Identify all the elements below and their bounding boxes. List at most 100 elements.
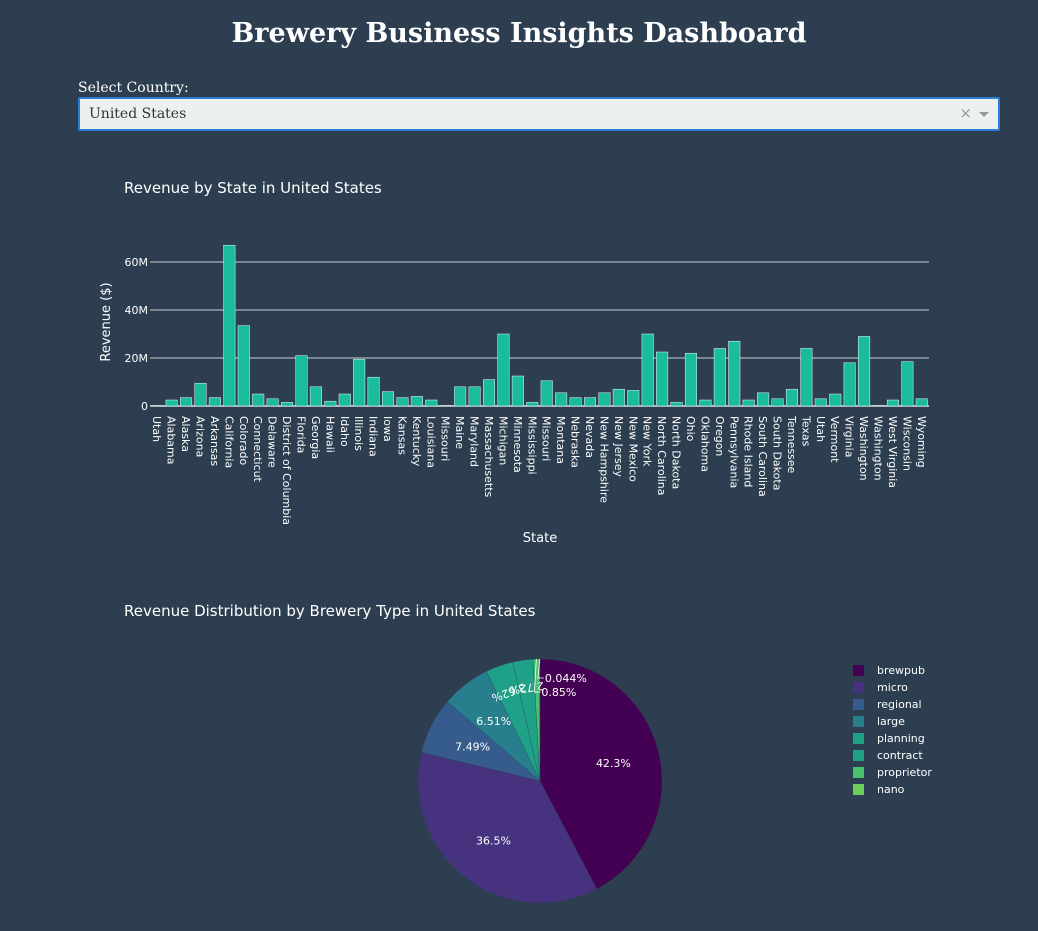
bar[interactable] (901, 361, 914, 407)
bar[interactable] (526, 402, 539, 407)
x-tick-label: Nevada (583, 416, 596, 458)
bar[interactable] (641, 333, 654, 407)
pie-slice[interactable] (417, 752, 598, 904)
bar[interactable] (800, 348, 813, 407)
bar[interactable] (555, 392, 568, 407)
bar[interactable] (309, 386, 322, 407)
legend-swatch[interactable] (853, 665, 864, 676)
x-tick-label: Alaska (179, 416, 192, 452)
clear-selection-icon[interactable]: × (959, 104, 972, 122)
bar[interactable] (208, 397, 221, 407)
bar[interactable] (194, 382, 207, 407)
x-tick-label: Pennsylvania (727, 416, 740, 488)
pie-chart-title: Revenue Distribution by Brewery Type in … (124, 602, 536, 620)
bar[interactable] (771, 398, 784, 407)
bar[interactable] (814, 398, 827, 407)
bar[interactable] (237, 325, 250, 407)
x-tick-label: Mississippi (525, 416, 538, 475)
x-tick-label: Arkansas (208, 416, 221, 466)
bar[interactable] (886, 399, 899, 407)
bar[interactable] (353, 358, 366, 407)
x-tick-label: New York (641, 416, 654, 467)
bar[interactable] (497, 333, 510, 407)
bar[interactable] (598, 392, 611, 407)
bar[interactable] (396, 397, 409, 407)
legend-label[interactable]: brewpub (877, 664, 925, 677)
legend-label[interactable]: proprietor (877, 766, 932, 779)
bar[interactable] (829, 393, 842, 407)
legend-swatch[interactable] (853, 699, 864, 710)
x-tick-label: Missouri (540, 416, 553, 461)
bar[interactable] (511, 375, 524, 407)
x-tick-label: Wyoming (915, 416, 928, 468)
bar[interactable] (843, 362, 856, 407)
x-tick-label: Louisiana (424, 416, 437, 468)
bar[interactable] (670, 402, 683, 407)
bar[interactable] (540, 380, 553, 407)
bar[interactable] (757, 392, 770, 407)
country-dropdown[interactable]: United States × (78, 97, 1000, 131)
bar[interactable] (180, 397, 193, 407)
bar[interactable] (295, 355, 308, 407)
bar[interactable] (569, 397, 582, 407)
legend-swatch[interactable] (853, 682, 864, 693)
bar[interactable] (627, 390, 640, 407)
bar[interactable] (324, 400, 337, 407)
x-tick-label: Michigan (496, 416, 509, 465)
bar[interactable] (338, 393, 351, 407)
bar[interactable] (382, 391, 395, 407)
x-tick-label: District of Columbia (280, 416, 293, 525)
pie-leader-line (533, 659, 541, 693)
legend-swatch[interactable] (853, 733, 864, 744)
bar[interactable] (915, 398, 928, 407)
x-tick-label: New Mexico (626, 416, 639, 482)
country-dropdown-value: United States (89, 106, 187, 122)
bar[interactable] (410, 396, 423, 407)
bar[interactable] (281, 402, 294, 407)
x-tick-label: South Dakota (771, 416, 784, 490)
bar[interactable] (785, 388, 798, 407)
legend-label[interactable]: regional (877, 698, 922, 711)
bar[interactable] (468, 386, 481, 407)
bar[interactable] (858, 336, 871, 407)
country-select-label: Select Country: (78, 80, 189, 96)
bar[interactable] (165, 399, 178, 407)
bar[interactable] (742, 399, 755, 407)
x-tick-label: Illinois (352, 416, 365, 451)
bar[interactable] (699, 399, 712, 407)
bar[interactable] (223, 244, 236, 407)
legend-label[interactable]: large (877, 715, 905, 728)
bar[interactable] (482, 379, 496, 407)
x-tick-label: Iowa (381, 416, 394, 442)
legend-label[interactable]: nano (877, 783, 905, 796)
legend-label[interactable]: contract (877, 749, 923, 762)
bar[interactable] (583, 397, 597, 407)
bar[interactable] (684, 352, 697, 407)
legend-label[interactable]: micro (877, 681, 908, 694)
bar[interactable] (713, 348, 726, 407)
x-tick-label: West Virginia (886, 416, 899, 488)
chevron-down-icon[interactable] (979, 112, 989, 117)
legend-swatch[interactable] (853, 750, 864, 761)
pie-leader-line (537, 658, 544, 679)
bar[interactable] (266, 398, 279, 407)
bar[interactable] (425, 399, 438, 407)
x-tick-label: Delaware (266, 416, 279, 468)
pie-slice[interactable] (539, 658, 663, 890)
x-tick-label: Montana (554, 416, 567, 464)
legend-swatch[interactable] (853, 767, 864, 778)
bar[interactable] (656, 351, 669, 407)
bar[interactable] (367, 376, 380, 407)
bar[interactable] (454, 386, 467, 407)
legend-swatch[interactable] (853, 784, 864, 795)
x-tick-label: Massachusetts (482, 416, 495, 498)
bar[interactable] (728, 340, 741, 407)
legend-label[interactable]: planning (877, 732, 925, 745)
bar[interactable] (612, 388, 625, 407)
legend-swatch[interactable] (853, 716, 864, 727)
y-tick-label: 20M (125, 352, 149, 365)
x-tick-label: Vermont (828, 416, 841, 463)
bar[interactable] (252, 393, 265, 407)
x-tick-label: Ohio (684, 416, 697, 442)
x-tick-label: Oklahoma (698, 416, 711, 472)
